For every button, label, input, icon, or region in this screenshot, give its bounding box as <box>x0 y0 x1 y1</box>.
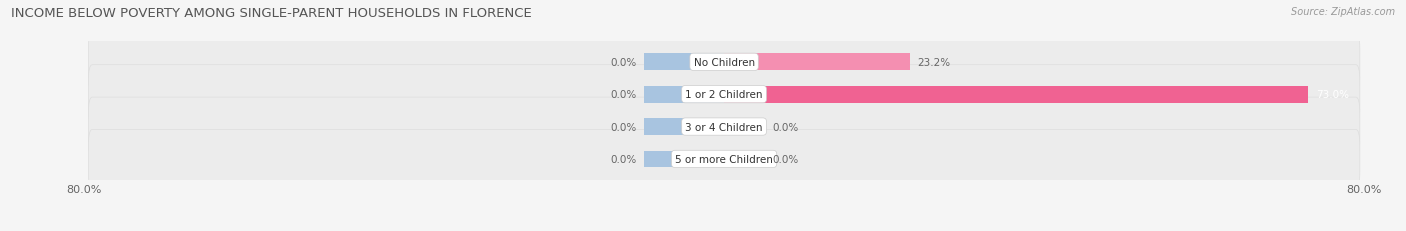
FancyBboxPatch shape <box>89 65 1360 124</box>
Text: 0.0%: 0.0% <box>772 154 799 164</box>
Text: 1 or 2 Children: 1 or 2 Children <box>685 90 763 100</box>
Bar <box>724 54 910 71</box>
Text: 0.0%: 0.0% <box>610 90 636 100</box>
Text: No Children: No Children <box>693 58 755 67</box>
Text: 0.0%: 0.0% <box>610 154 636 164</box>
Bar <box>644 151 724 168</box>
Bar <box>724 86 1308 103</box>
Text: 0.0%: 0.0% <box>610 122 636 132</box>
Text: 3 or 4 Children: 3 or 4 Children <box>685 122 763 132</box>
Bar <box>724 119 763 135</box>
Bar <box>644 54 724 71</box>
Text: 5 or more Children: 5 or more Children <box>675 154 773 164</box>
FancyBboxPatch shape <box>89 98 1360 156</box>
Bar <box>644 119 724 135</box>
Text: Source: ZipAtlas.com: Source: ZipAtlas.com <box>1291 7 1395 17</box>
Text: 0.0%: 0.0% <box>772 122 799 132</box>
FancyBboxPatch shape <box>89 33 1360 92</box>
Bar <box>644 86 724 103</box>
Text: 0.0%: 0.0% <box>610 58 636 67</box>
FancyBboxPatch shape <box>89 130 1360 188</box>
Bar <box>724 151 763 168</box>
Text: 73.0%: 73.0% <box>1316 90 1348 100</box>
Text: 23.2%: 23.2% <box>918 58 950 67</box>
Text: INCOME BELOW POVERTY AMONG SINGLE-PARENT HOUSEHOLDS IN FLORENCE: INCOME BELOW POVERTY AMONG SINGLE-PARENT… <box>11 7 531 20</box>
